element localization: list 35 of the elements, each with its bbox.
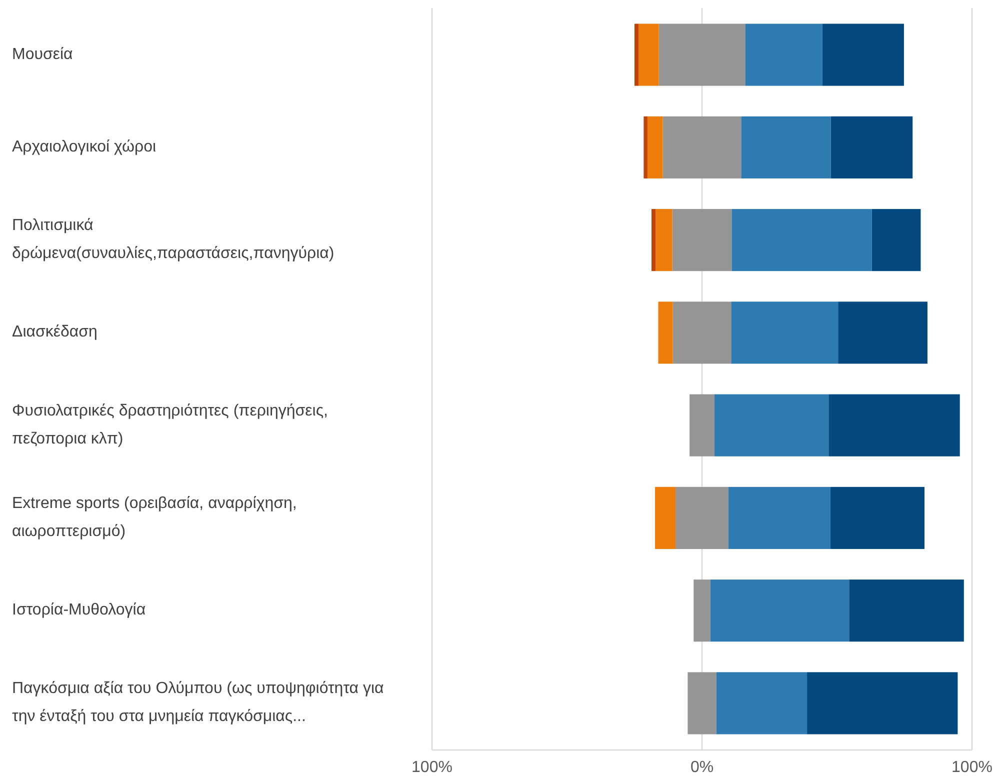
bar — [716, 672, 808, 734]
bar — [634, 24, 639, 86]
y-tick-label: Μουσεία — [12, 46, 73, 64]
bar — [822, 24, 904, 86]
y-tick-label: Αρχαιολογικοί χώροι — [12, 138, 157, 156]
bar — [741, 116, 831, 178]
bar — [656, 209, 672, 272]
bar — [838, 302, 928, 364]
y-tick-label: Παγκόσμια αξία του Ολύμπου (ως υποψηφιότητα για την ένταξή του στα μνημεία παγκόσμιας... — [12, 680, 384, 726]
y-tick-label: Ιστορία-Μυθολογία — [12, 602, 146, 619]
bar — [647, 116, 663, 178]
y-tick-label: Φυσιολατρικές δραστηριότητες (περιηγήσεις, πεζοπορια κλπ) — [12, 402, 328, 448]
bar — [638, 24, 659, 86]
x-tick-label: 100% — [412, 759, 452, 776]
bar — [849, 580, 964, 642]
y-tick-label: Extreme sports (ορειβασία, αναρρίχηση, αιωροπτερισμό) — [12, 495, 297, 540]
bar — [644, 116, 648, 178]
bar — [830, 116, 913, 178]
bar — [714, 394, 829, 456]
y-tick-label: Πολιτισμικά δρώμενα(συναυλίες,παραστάσεις,πανηγύρια) — [12, 217, 334, 262]
bar — [732, 209, 872, 272]
bar — [828, 394, 960, 456]
x-tick-label: 100% — [952, 759, 992, 776]
bar — [830, 486, 924, 549]
y-tick-label: Διασκέδαση — [12, 324, 98, 341]
bar — [731, 302, 838, 364]
bar — [745, 24, 822, 86]
bar — [728, 486, 831, 549]
bar — [655, 486, 676, 549]
bar — [872, 209, 921, 272]
bar — [658, 302, 673, 364]
bar — [652, 209, 656, 272]
x-tick-label: 0% — [690, 759, 714, 776]
bar — [710, 580, 850, 642]
bar — [807, 672, 958, 734]
